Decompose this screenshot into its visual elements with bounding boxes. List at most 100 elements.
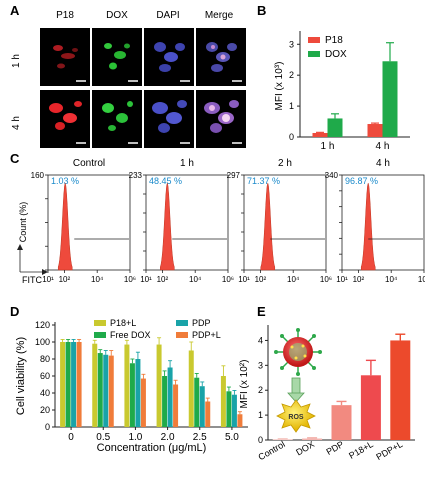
d-bar xyxy=(220,376,226,427)
e-y-tick-label: 1 xyxy=(258,410,263,420)
e-x-tick-label: PDP xyxy=(324,439,345,457)
d-bar xyxy=(135,359,141,427)
b-y-axis-label: MFI (x 10³) xyxy=(274,62,285,111)
cells-p18-4h xyxy=(49,101,82,130)
e-y-tick-label: 4 xyxy=(258,335,263,345)
e-bar xyxy=(272,439,293,440)
c-percent-label: 96.87 % xyxy=(345,176,378,186)
c-hist-title: Control xyxy=(73,158,105,169)
d-x-tick-label: 0 xyxy=(68,432,74,443)
c-x-tick-label: 10⁶ xyxy=(320,275,332,284)
col-label-dox: DOX xyxy=(106,10,128,21)
b-x-tick-label: 4 h xyxy=(376,141,390,152)
c-x-tick-label: 10² xyxy=(59,275,71,284)
panel-d-chart: D 0 20 40 60 80 100 120 Cell viability (%) 0 0.5 1… xyxy=(10,304,248,454)
d-bar xyxy=(76,342,82,427)
e-y-tick-label: 0 xyxy=(258,435,263,445)
c-x-tick-label: 10⁶ xyxy=(124,275,136,284)
d-y-tick-label: 60 xyxy=(40,371,50,381)
panel-b-label: B xyxy=(257,3,266,18)
d-x-axis-label: Concentration (μg/mL) xyxy=(97,442,207,454)
d-legend-label: Free DOX xyxy=(110,330,151,340)
c-percent-label: 48.45 % xyxy=(149,176,182,186)
e-bar xyxy=(302,438,323,440)
d-legend-swatch xyxy=(94,332,106,338)
c-x-tick-label: 10¹ xyxy=(238,275,250,284)
c-x-tick-label: 10⁴ xyxy=(287,275,300,284)
c-y-max-label: 160 xyxy=(31,171,45,180)
d-legend-label: PDP xyxy=(192,318,211,328)
d-legend-label: PDP+L xyxy=(192,330,221,340)
b-y-tick-label: 0 xyxy=(289,132,294,142)
c-hist-frame xyxy=(243,174,327,271)
row-label-4h: 4 h xyxy=(11,116,22,130)
b-legend-label: DOX xyxy=(325,49,347,60)
d-y-tick-label: 40 xyxy=(40,388,50,398)
b-bar xyxy=(382,61,398,137)
b-bar xyxy=(327,118,343,137)
d-legend-swatch xyxy=(94,320,106,326)
cells-merge-4h xyxy=(204,100,239,133)
c-y-max-label: 340 xyxy=(325,171,339,180)
c-axis-arrowhead-x xyxy=(42,269,48,275)
d-legend-swatch xyxy=(176,320,188,326)
d-bar xyxy=(71,342,77,427)
c-x-axis-label: FITC xyxy=(22,275,42,285)
c-x-tick-label: 10¹ xyxy=(42,275,54,284)
c-histogram-peak xyxy=(360,182,376,271)
d-y-tick-label: 0 xyxy=(45,422,50,432)
c-axis-arrowhead-y xyxy=(17,244,23,250)
ros-label: ROS xyxy=(288,414,304,421)
d-bar xyxy=(188,350,194,427)
c-hist-frame xyxy=(341,174,425,271)
b-legend-swatch xyxy=(308,51,320,57)
d-y-axis-label: Cell viability (%) xyxy=(15,337,27,415)
d-bar xyxy=(92,343,98,427)
panel-b-chart: B 0 1 2 3 MFI (x 10³) 1 h 4 h P18 DOX xyxy=(257,3,410,152)
cells-dox-1h xyxy=(104,43,130,70)
c-hist-frame xyxy=(145,174,229,271)
d-bar xyxy=(97,353,103,427)
c-x-tick-label: 10² xyxy=(353,275,365,284)
c-y-max-label: 233 xyxy=(129,171,143,180)
d-x-tick-label: 2.0 xyxy=(161,432,175,443)
panel-d-label: D xyxy=(10,304,19,319)
d-y-tick-label: 120 xyxy=(35,320,50,330)
e-bar xyxy=(390,340,411,440)
d-legend-label: P18+L xyxy=(110,318,136,328)
panel-e-chart: E xyxy=(239,304,415,462)
d-bar xyxy=(162,376,168,427)
c-x-tick-label: 10⁶ xyxy=(222,275,234,284)
arrow-down-icon xyxy=(287,377,305,403)
c-x-tick-label: 10⁴ xyxy=(189,275,202,284)
c-x-tick-label: 10² xyxy=(255,275,267,284)
c-histogram-peak xyxy=(57,182,73,271)
c-x-tick-label: 10² xyxy=(157,275,169,284)
c-y-axis-label: Count (%) xyxy=(18,202,28,243)
b-y-tick-label: 2 xyxy=(289,70,294,80)
d-x-tick-label: 1.0 xyxy=(128,432,142,443)
d-bar xyxy=(194,377,200,427)
panel-a-micrographs: A P18 DOX DAPI Merge 1 h 4 h xyxy=(10,3,246,148)
d-bar xyxy=(173,384,179,427)
col-label-p18: P18 xyxy=(56,10,74,21)
d-y-tick-label: 20 xyxy=(40,405,50,415)
d-legend-swatch xyxy=(176,332,188,338)
scale-bars xyxy=(76,80,242,144)
b-bar xyxy=(367,124,383,137)
d-bar xyxy=(199,386,205,427)
e-bar xyxy=(360,375,381,440)
e-bar xyxy=(331,405,352,440)
col-label-merge: Merge xyxy=(205,10,234,21)
cells-merge-1h xyxy=(206,42,237,72)
d-bar xyxy=(108,355,114,427)
c-y-max-label: 297 xyxy=(227,171,241,180)
e-y-tick-label: 3 xyxy=(258,360,263,370)
cells-dapi-4h xyxy=(152,100,187,133)
b-bar xyxy=(312,132,328,137)
d-bar xyxy=(167,367,173,427)
ros-burst-icon: ROS xyxy=(276,399,316,433)
c-x-tick-label: 10⁴ xyxy=(385,275,398,284)
c-hist-title: 4 h xyxy=(376,158,390,169)
